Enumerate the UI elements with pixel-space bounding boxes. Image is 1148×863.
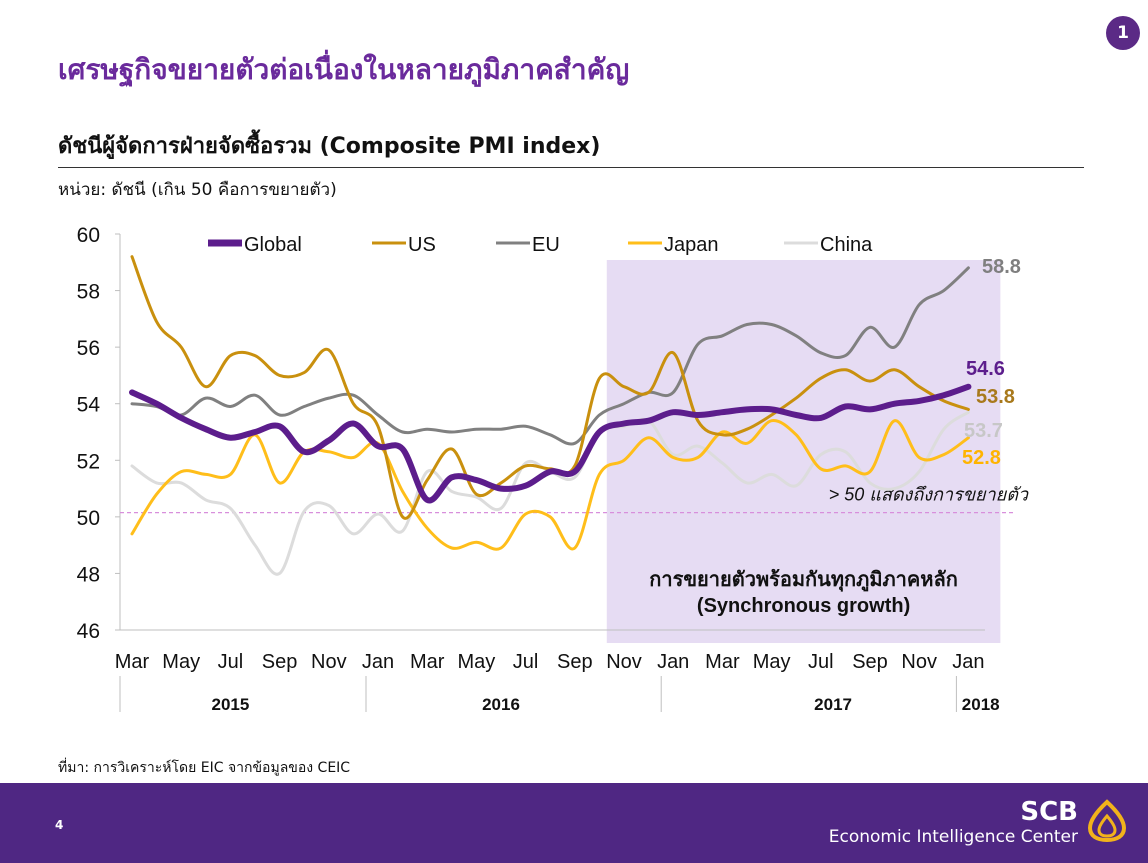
year-label: 2015 <box>211 695 249 714</box>
y-tick-label: 58 <box>77 281 100 304</box>
chart-title: ดัชนีผู้จัดการฝ่ายจัดซื้อรวม (Composite … <box>58 134 601 159</box>
x-tick-label: Nov <box>901 651 937 673</box>
year-label: 2017 <box>814 695 852 714</box>
x-tick-label: Sep <box>852 651 888 673</box>
page-number: 4 <box>55 818 64 832</box>
series-line-global <box>129 383 972 504</box>
legend-label-china: China <box>820 234 873 256</box>
year-label: 2016 <box>482 695 520 714</box>
x-tick-label: Jul <box>218 651 244 673</box>
y-tick-label: 52 <box>77 450 100 473</box>
y-tick-label: 46 <box>77 620 100 643</box>
brand-subtitle: Economic Intelligence Center <box>828 827 1078 847</box>
highlight-region <box>606 260 1001 643</box>
pmi-line-chart: 46 48 50 52 54 56 58 60 Mar May Jul Sep Nov Jan Mar May… <box>77 224 1029 714</box>
x-tick-label: Jan <box>657 651 689 673</box>
x-tick-label: May <box>753 651 791 673</box>
x-tick-label: Jan <box>362 651 394 673</box>
end-label-china: 53.7 <box>964 420 1003 442</box>
y-tick-label: 56 <box>77 337 100 360</box>
x-tick-label: Nov <box>311 651 347 673</box>
page-badge: 1 <box>1106 16 1140 50</box>
highlight-caption-line1: การขยายตัวพร้อมกันทุกภูมิภาคหลัก <box>649 568 958 593</box>
x-tick-label: May <box>162 651 200 673</box>
x-tick-label: Mar <box>705 651 740 673</box>
x-tick-label: Mar <box>115 651 150 673</box>
scb-logo-icon <box>1087 799 1127 843</box>
end-label-us: 53.8 <box>976 386 1015 408</box>
y-tick-label: 54 <box>77 394 101 417</box>
y-tick-label: 48 <box>77 563 100 586</box>
x-tick-label: Jul <box>513 651 539 673</box>
y-tick-label: 60 <box>77 224 100 247</box>
year-label: 2018 <box>962 695 1000 714</box>
threshold-label: > 50 แสดงถึงการขยายตัว <box>829 485 1029 505</box>
slide-title: เศรษฐกิจขยายตัวต่อเนื่องในหลายภูมิภาคสำค… <box>58 53 630 86</box>
footer-bar <box>0 783 1148 863</box>
unit-label: หน่วย: ดัชนี (เกิน 50 คือการขยายตัว) <box>58 180 337 200</box>
highlight-caption-line2: (Synchronous growth) <box>697 595 910 617</box>
x-tick-label: May <box>458 651 496 673</box>
end-label-global: 54.6 <box>966 358 1005 380</box>
series-line-japan <box>130 419 970 551</box>
x-tick-label: Jan <box>952 651 984 673</box>
brand-name: SCB <box>1020 797 1078 827</box>
legend-label-eu: EU <box>532 234 560 256</box>
legend-label-us: US <box>408 234 436 256</box>
x-tick-label: Sep <box>557 651 593 673</box>
x-tick-label: Mar <box>410 651 445 673</box>
series-line-eu <box>130 266 970 446</box>
x-tick-label: Sep <box>262 651 298 673</box>
brand-block: SCB Economic Intelligence Center <box>820 798 1078 848</box>
y-tick-label: 50 <box>77 507 100 530</box>
end-label-eu: 58.8 <box>982 256 1021 278</box>
end-label-japan: 52.8 <box>962 447 1001 469</box>
source-note: ที่มา: การวิเคราะห์โดย EIC จากข้อมูลของ … <box>58 760 351 776</box>
title-divider <box>58 167 1084 168</box>
x-tick-label: Nov <box>606 651 642 673</box>
x-tick-label: Jul <box>808 651 834 673</box>
legend-label-japan: Japan <box>664 234 719 256</box>
legend-label-global: Global <box>244 234 302 256</box>
